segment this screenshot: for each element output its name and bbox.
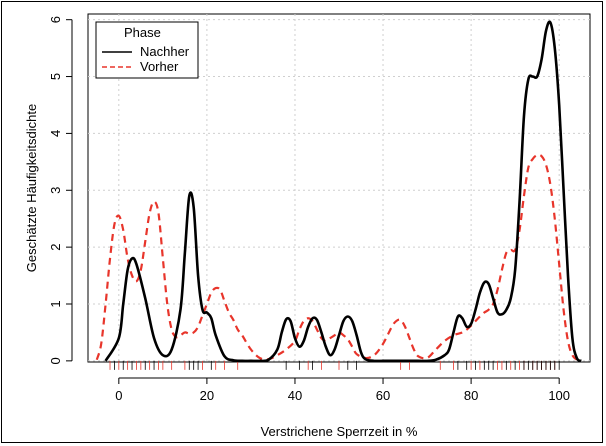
x-tick-label-3: 60 xyxy=(376,388,390,403)
x-axis-title: Verstrichene Sperrzeit in % xyxy=(261,424,418,439)
y-tick-label-0: 0 xyxy=(48,357,63,364)
legend-label-vorher: Vorher xyxy=(140,59,179,74)
x-axis: 0 20 40 60 80 100 xyxy=(115,377,570,403)
y-tick-label-2: 2 xyxy=(48,244,63,251)
y-tick-label-1: 1 xyxy=(48,300,63,307)
x-tick-label-5: 100 xyxy=(548,388,570,403)
y-axis-title: Geschätzte Häufigkeitsdichte xyxy=(24,104,39,272)
rug-marks xyxy=(109,360,560,370)
y-tick-label-3: 3 xyxy=(48,187,63,194)
legend-label-nachher: Nachher xyxy=(140,44,190,59)
series-line-vorher xyxy=(95,153,578,361)
series-line-nachher xyxy=(104,20,582,363)
x-tick-label-1: 20 xyxy=(200,388,214,403)
x-tick-label-2: 40 xyxy=(288,388,302,403)
x-tick-label-0: 0 xyxy=(115,388,122,403)
grid-lines xyxy=(88,14,590,362)
y-tick-label-5: 5 xyxy=(48,73,63,80)
y-tick-label-4: 4 xyxy=(48,130,63,137)
series-lines xyxy=(95,20,582,363)
legend-title: Phase xyxy=(124,25,161,40)
x-tick-label-4: 80 xyxy=(464,388,478,403)
y-tick-label-6: 6 xyxy=(48,16,63,23)
y-axis: 0 1 2 3 4 5 6 xyxy=(48,16,73,364)
legend-box xyxy=(95,21,199,79)
